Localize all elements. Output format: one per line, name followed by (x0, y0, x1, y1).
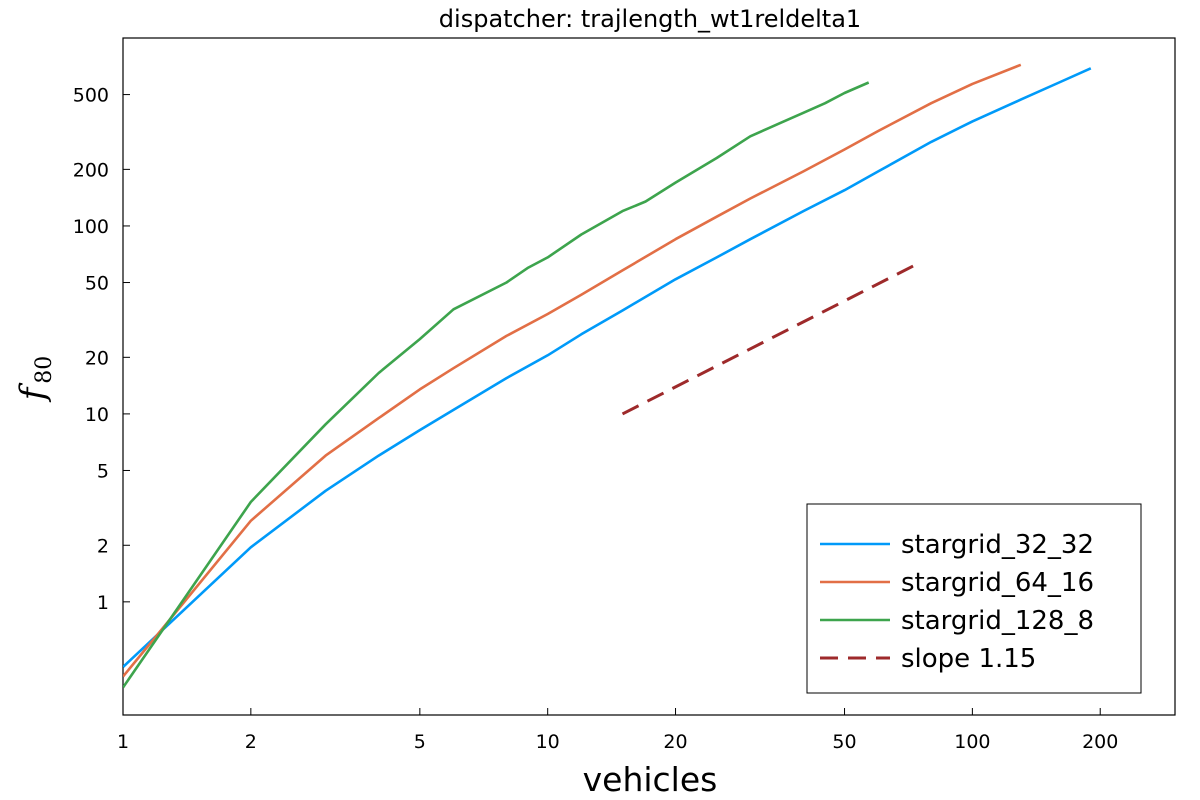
x-axis-label: vehicles (583, 760, 718, 799)
y-axis: 1 2 5 10 20 50 100 200 500 (73, 85, 130, 614)
legend-label: stargrid_128_8 (901, 606, 1094, 636)
y-tick-label: 50 (85, 273, 109, 295)
y-tick-label: 5 (97, 460, 109, 482)
legend-label: slope 1.15 (901, 644, 1036, 674)
y-axis-label: f80 (13, 356, 57, 404)
x-axis: 1 2 5 10 20 50 100 200 (117, 708, 1118, 753)
x-tick-label: 100 (954, 731, 990, 753)
x-tick-label: 1 (117, 731, 129, 753)
plot-frame (122, 37, 1176, 716)
y-axis-label-main: f (13, 382, 53, 403)
y-tick-label: 2 (97, 535, 109, 557)
series-line-stargrid-128-8 (123, 81, 870, 689)
y-tick-label: 1 (97, 592, 109, 614)
legend-box (806, 503, 1142, 694)
svg-text:f80: f80 (13, 356, 57, 404)
y-tick-label: 200 (73, 159, 109, 181)
y-tick-label: 500 (73, 85, 109, 107)
legend-label: stargrid_64_16 (901, 568, 1094, 598)
y-tick-label: 10 (85, 404, 109, 426)
x-tick-label: 10 (536, 731, 560, 753)
series-group (123, 63, 1092, 689)
y-tick-label: 20 (85, 347, 109, 369)
x-tick-label: 5 (414, 731, 426, 753)
x-tick-label: 50 (832, 731, 856, 753)
legend-label: stargrid_32_32 (901, 530, 1094, 560)
x-tick-label: 200 (1082, 731, 1118, 753)
x-tick-label: 20 (663, 731, 687, 753)
x-tick-label: 2 (245, 731, 257, 753)
legend: stargrid_32_32 stargrid_64_16 stargrid_128… (806, 503, 1142, 694)
series-line-stargrid-64-16 (123, 63, 1022, 678)
series-line-stargrid-32-32 (123, 67, 1092, 668)
chart-title: dispatcher: trajlength_wt1reldelta1 (439, 5, 861, 33)
y-axis-label-subscript: 80 (32, 356, 57, 384)
y-tick-label: 100 (73, 216, 109, 238)
